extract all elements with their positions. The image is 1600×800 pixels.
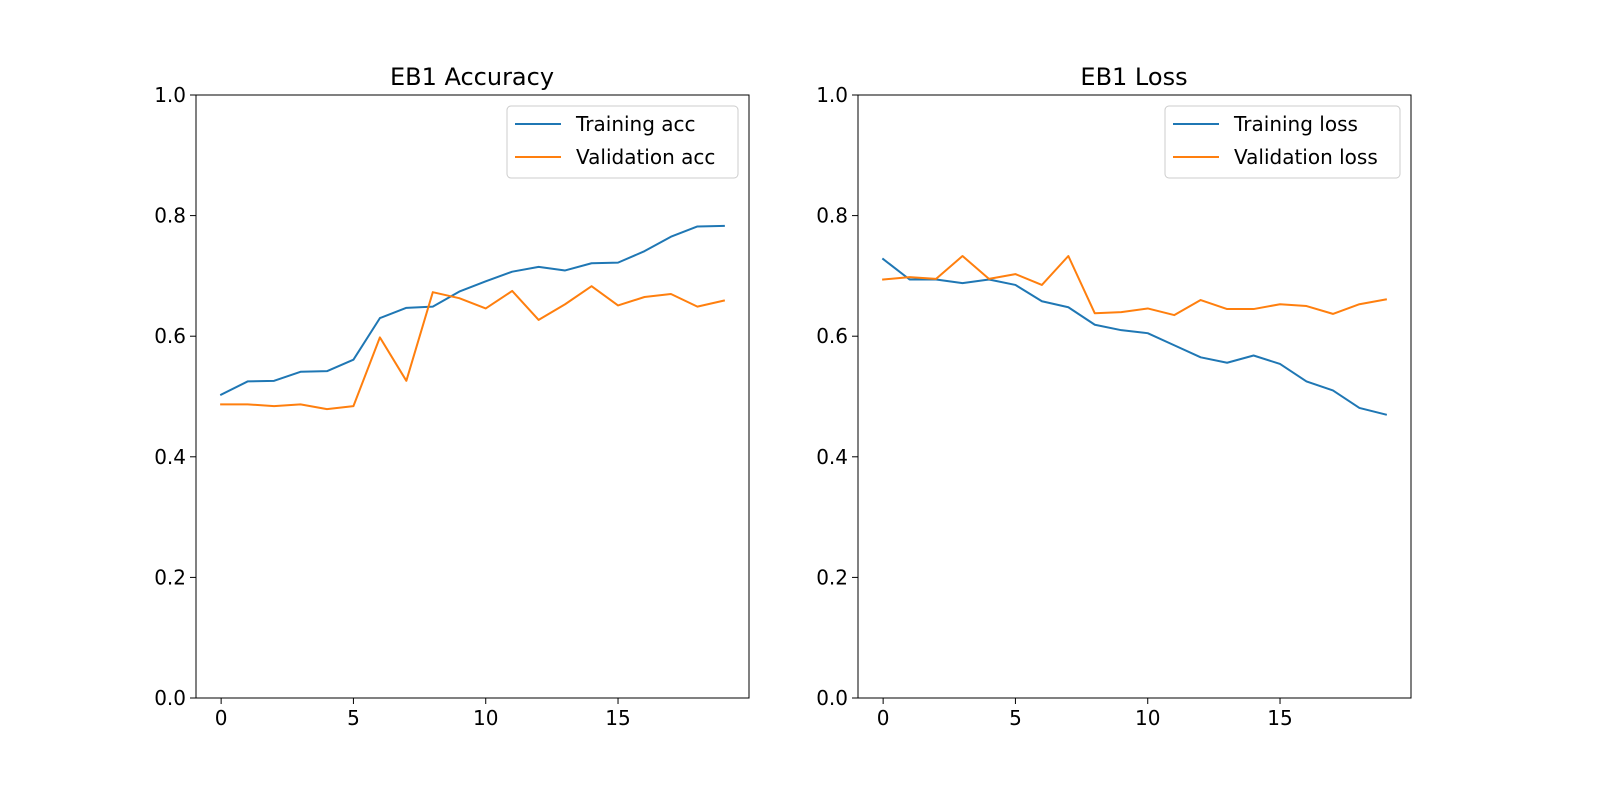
loss-training-line — [881, 257, 1388, 416]
loss-x-tick-label: 5 — [1009, 706, 1022, 730]
loss-legend-label-validation: Validation loss — [1234, 145, 1378, 169]
loss-ticks-layer: 0 5 10 15 0.0 0.2 0.4 0.6 0.8 1.0 — [816, 83, 1293, 730]
loss-x-tick-label: 10 — [1135, 706, 1160, 730]
accuracy-legend-label-training: Training acc — [575, 112, 696, 136]
accuracy-plot-frame — [195, 94, 750, 699]
loss-x-tick-label: 0 — [877, 706, 890, 730]
accuracy-ticks-layer: 0 5 10 15 0.0 0.2 0.4 0.6 0.8 1.0 — [154, 83, 631, 730]
accuracy-x-tick-label: 5 — [347, 706, 360, 730]
loss-chart: EB1 Loss 0 5 10 15 0.0 0.2 0.4 0.6 0.8 1.0 Traini… — [816, 63, 1412, 730]
accuracy-legend-box — [506, 105, 739, 179]
loss-x-tick-label: 15 — [1267, 706, 1292, 730]
loss-validation-line — [882, 255, 1388, 317]
accuracy-x-tick-label: 0 — [215, 706, 228, 730]
loss-y-tick-label: 0.4 — [816, 445, 848, 469]
accuracy-y-tick-label: 0.4 — [154, 445, 186, 469]
loss-y-tick-label: 0.0 — [816, 686, 848, 710]
accuracy-y-tick-label: 0.6 — [154, 324, 186, 348]
loss-y-tick-label: 0.2 — [816, 565, 848, 589]
loss-legend-box — [1164, 105, 1401, 179]
accuracy-x-tick-label: 10 — [473, 706, 498, 730]
loss-chart-title: EB1 Loss — [1080, 63, 1187, 91]
accuracy-x-tick-label: 15 — [605, 706, 630, 730]
accuracy-chart-title: EB1 Accuracy — [390, 63, 554, 91]
loss-y-tick-label: 0.8 — [816, 204, 848, 228]
accuracy-y-tick-label: 0.2 — [154, 565, 186, 589]
accuracy-training-line — [219, 224, 725, 397]
accuracy-y-tick-label: 0.0 — [154, 686, 186, 710]
loss-plot-frame — [857, 94, 1412, 699]
loss-y-tick-label: 1.0 — [816, 83, 848, 107]
accuracy-legend-label-validation: Validation acc — [576, 145, 715, 169]
loss-legend-label-training: Training loss — [1233, 112, 1358, 136]
accuracy-y-tick-label: 0.8 — [154, 204, 186, 228]
loss-legend: Training loss Validation loss — [1164, 105, 1401, 179]
accuracy-validation-line — [220, 285, 726, 411]
accuracy-series-layer — [219, 224, 726, 411]
loss-series-layer — [881, 255, 1388, 416]
loss-y-tick-label: 0.6 — [816, 324, 848, 348]
accuracy-y-tick-label: 1.0 — [154, 83, 186, 107]
accuracy-chart: EB1 Accuracy 0 5 10 15 0.0 0.2 0.4 0.6 0.8 1.0 Tr… — [154, 63, 750, 730]
accuracy-legend: Training acc Validation acc — [506, 105, 739, 179]
